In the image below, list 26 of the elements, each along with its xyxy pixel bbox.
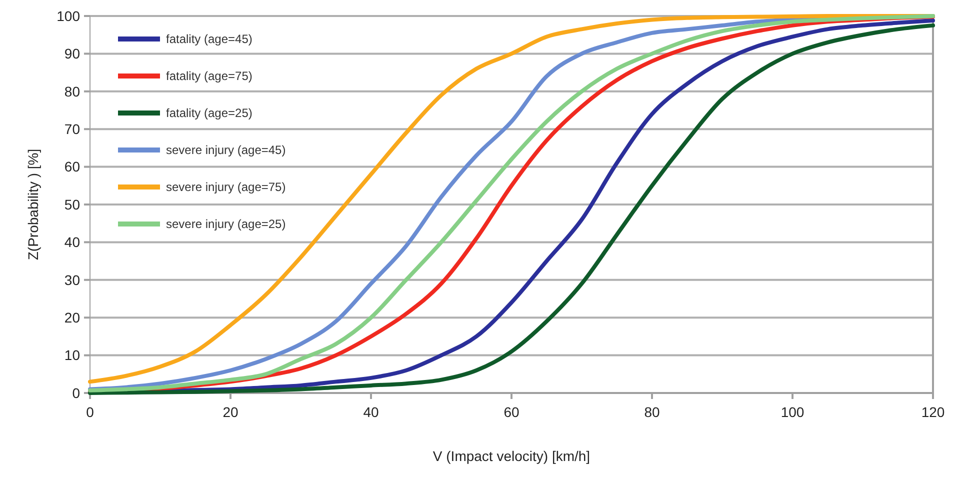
x-tick-label: 40 bbox=[363, 404, 379, 420]
x-tick-label: 20 bbox=[222, 404, 238, 420]
y-tick-label: 30 bbox=[64, 272, 80, 288]
y-axis-title: Z(Probability ) [%] bbox=[25, 148, 41, 260]
y-tick-label: 70 bbox=[64, 121, 80, 137]
x-tick-label: 80 bbox=[644, 404, 660, 420]
y-tick-label: 80 bbox=[64, 83, 80, 100]
x-tick-label: 0 bbox=[86, 404, 94, 420]
y-tick-label: 90 bbox=[64, 46, 80, 62]
legend-label: fatality (age=75) bbox=[166, 69, 252, 84]
y-tick-label: 50 bbox=[64, 196, 80, 212]
legend-label: severe injury (age=25) bbox=[166, 217, 286, 232]
y-tick-label: 40 bbox=[64, 234, 80, 250]
x-tick-label: 120 bbox=[921, 404, 945, 420]
x-axis-title: V (Impact velocity) [km/h] bbox=[432, 448, 590, 464]
legend-label: fatality (age=45) bbox=[166, 32, 252, 46]
legend-label: severe injury (age=45) bbox=[166, 143, 286, 158]
legend-label: fatality (age=25) bbox=[166, 106, 252, 120]
y-tick-label: 20 bbox=[64, 310, 80, 326]
y-tick-label: 10 bbox=[64, 347, 80, 364]
y-tick-label: 60 bbox=[64, 158, 80, 175]
x-tick-label: 60 bbox=[504, 404, 520, 420]
legend-label: severe injury (age=75) bbox=[166, 180, 286, 194]
y-tick-label: 0 bbox=[72, 384, 80, 401]
y-tick-label: 100 bbox=[56, 8, 80, 24]
x-tick-label: 100 bbox=[780, 404, 804, 420]
